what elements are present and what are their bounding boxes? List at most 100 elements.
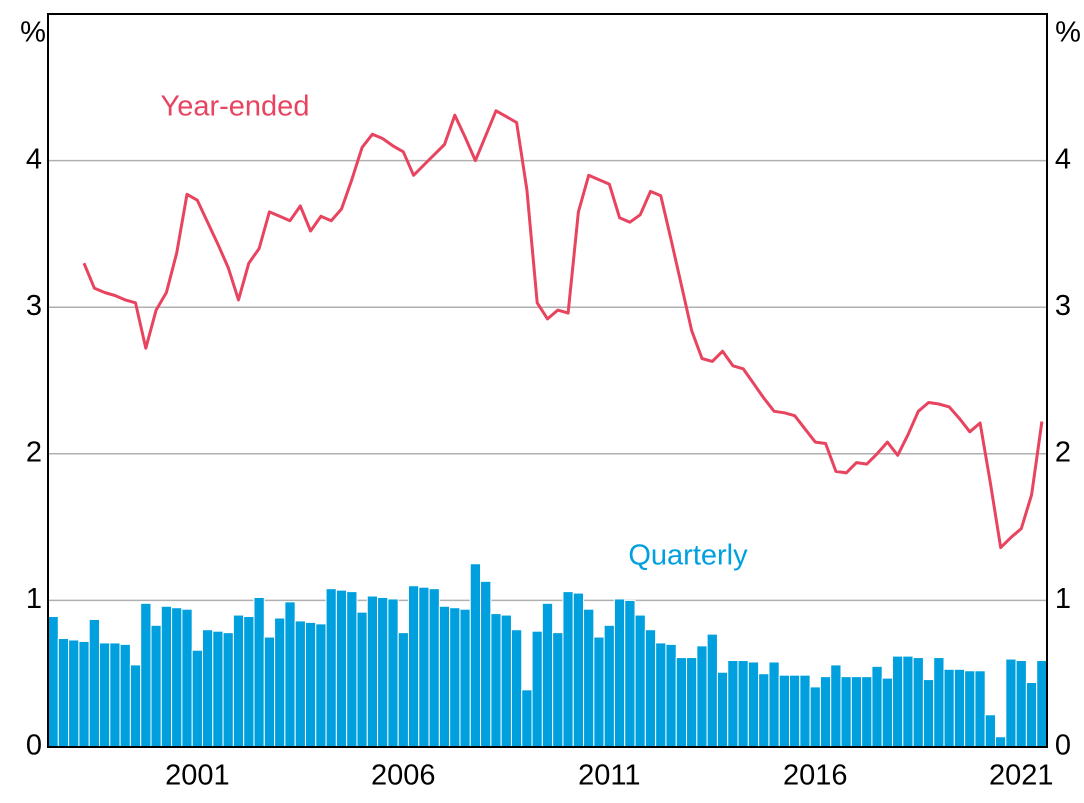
series-label: Year-ended: [161, 91, 310, 123]
bar: [1015, 660, 1027, 748]
bar: [974, 670, 986, 748]
bar: [964, 670, 976, 748]
bar: [397, 632, 409, 748]
bar: [335, 589, 348, 748]
bar: [675, 657, 688, 748]
bar: [696, 645, 708, 748]
bar: [572, 592, 585, 748]
bar: [490, 613, 502, 748]
bar: [57, 638, 70, 748]
bar: [480, 580, 492, 748]
bar: [346, 591, 358, 748]
plot-frame: [47, 13, 1048, 748]
bar: [428, 588, 440, 748]
bar: [593, 636, 605, 748]
bar: [747, 661, 760, 748]
bar: [1025, 681, 1038, 748]
bar: [912, 657, 924, 748]
bar: [583, 608, 595, 748]
bar: [418, 586, 430, 748]
bar: [109, 642, 121, 748]
bar: [119, 643, 131, 748]
bar: [325, 588, 337, 748]
bar: [892, 655, 904, 748]
bar: [191, 649, 203, 748]
bar: [160, 605, 173, 748]
bar: [871, 665, 883, 748]
y-tick-label: 4: [26, 143, 42, 175]
bar: [387, 598, 399, 748]
bar: [500, 614, 512, 748]
bar: [212, 630, 224, 748]
bar: [140, 602, 152, 748]
y2-tick-label: 1: [1055, 583, 1071, 615]
y-tick-label: 1: [26, 583, 42, 615]
bar: [232, 614, 245, 748]
bar: [634, 614, 646, 748]
bar: [68, 639, 80, 748]
bar: [201, 629, 214, 748]
y2-tick-label: 2: [1055, 436, 1071, 468]
bar: [953, 668, 966, 748]
bar: [603, 624, 615, 748]
bar: [377, 596, 389, 748]
bar: [644, 629, 657, 748]
x-tick-label: 2016: [783, 760, 848, 792]
bar: [943, 668, 955, 748]
bar: [706, 633, 718, 748]
bar: [98, 642, 111, 748]
bar: [984, 714, 997, 748]
bar: [541, 602, 554, 748]
series-label: Quarterly: [628, 540, 748, 572]
bar: [552, 632, 564, 748]
y-tick-label: 3: [26, 290, 42, 322]
x-tick-label: 2011: [578, 760, 640, 792]
bar: [78, 640, 90, 748]
bar: [737, 660, 749, 748]
bar: [922, 679, 935, 748]
bar: [799, 674, 811, 748]
bar: [840, 676, 852, 748]
bar: [861, 676, 873, 748]
bar: [304, 621, 317, 748]
bar: [655, 642, 667, 748]
y2-tick-label: 0: [1055, 730, 1071, 762]
y-unit-right: %: [1055, 17, 1081, 49]
bar: [222, 632, 234, 748]
bar: [1036, 660, 1048, 748]
bar: [531, 630, 543, 748]
bar: [789, 674, 801, 748]
y2-tick-label: 3: [1055, 290, 1071, 322]
x-tick-label: 2006: [371, 760, 436, 792]
bar: [181, 608, 193, 748]
bar: [449, 607, 461, 748]
x-tick-label: 2021: [989, 760, 1054, 792]
bar: [665, 643, 677, 748]
x-tick-label: 2001: [165, 760, 230, 792]
bar: [88, 618, 100, 748]
bar: [294, 620, 306, 748]
bar: [469, 563, 482, 748]
bar: [562, 591, 574, 748]
bar: [716, 671, 729, 748]
bar: [315, 623, 327, 748]
bar: [243, 616, 255, 748]
bar: [253, 596, 265, 748]
bar: [819, 676, 832, 748]
bar: [933, 657, 945, 748]
bar: [150, 624, 162, 748]
bar: [902, 655, 914, 748]
bar: [459, 608, 471, 748]
bar: [407, 585, 420, 748]
bar: [778, 674, 791, 748]
bar: [129, 664, 142, 748]
bar: [263, 636, 276, 748]
bar: [1005, 658, 1017, 748]
bar: [47, 616, 59, 748]
bar: [510, 629, 523, 748]
bar: [830, 664, 842, 748]
bar: [727, 660, 739, 748]
bar: [686, 657, 698, 748]
bar: [366, 595, 379, 748]
